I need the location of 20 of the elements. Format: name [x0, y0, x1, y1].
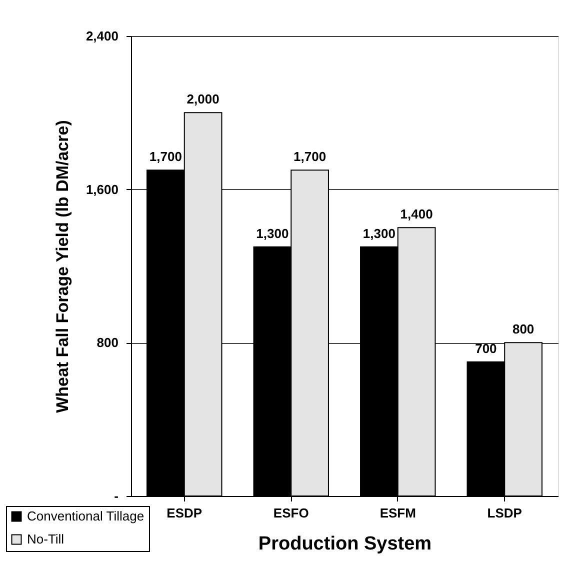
y-tick-label: 800 [96, 335, 118, 350]
x-tick-label: ESFO [273, 506, 309, 520]
legend-label: Conventional Tillage [27, 508, 144, 524]
text: 700 [475, 340, 497, 356]
y-axis-title: Wheat Fall Forage Yield (lb DM/acre) [52, 120, 72, 413]
text: 2,000 [186, 92, 220, 107]
text: 1,300 [362, 226, 396, 241]
text: 1,700 [294, 149, 326, 164]
y-tick-label: 1,600 [86, 182, 118, 197]
legend-label: No-Till [27, 532, 64, 546]
text: 1,700 [149, 149, 182, 164]
x-tick-label: ESFM [380, 506, 416, 520]
y-tick-label: - [114, 488, 118, 504]
y-tick-label: 2,400 [86, 28, 118, 44]
text: 800 [512, 322, 534, 337]
x-tick-label: ESDP [166, 506, 202, 520]
text: 1,300 [256, 226, 289, 241]
text: 1,400 [400, 206, 433, 222]
x-tick-label: LSDP [487, 506, 522, 520]
x-axis-title: Production System [258, 534, 432, 554]
